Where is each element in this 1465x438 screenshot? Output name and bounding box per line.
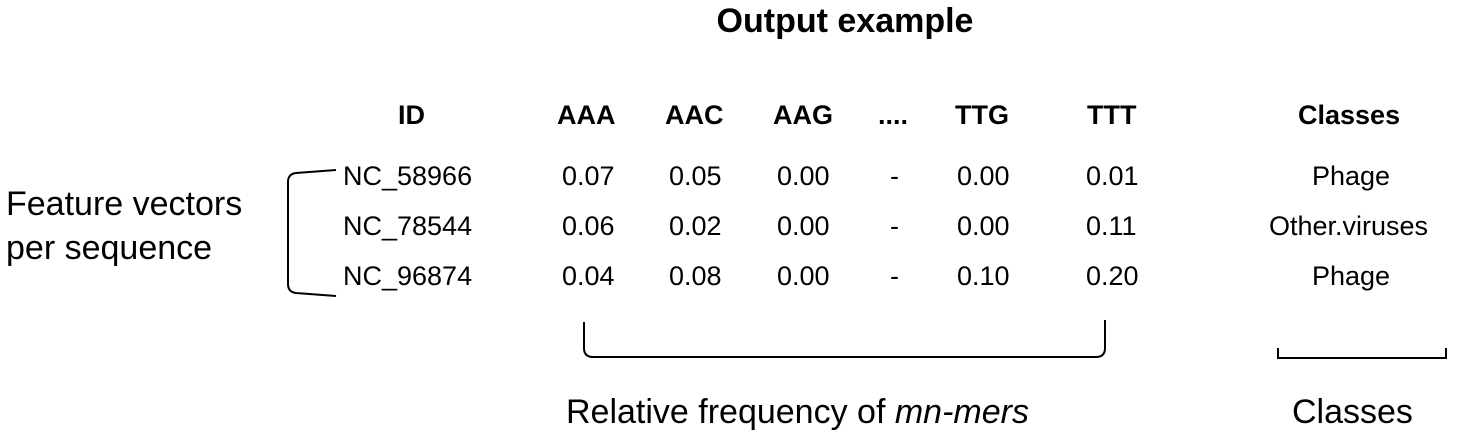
row-1-aac: 0.05: [669, 161, 722, 191]
diagram-title: Output example: [716, 2, 974, 40]
relative-frequency-label: Relative frequency of mn-mers: [566, 393, 1029, 432]
relative-frequency-prefix: Relative frequency of: [566, 393, 895, 431]
classes-bracket-label: Classes: [1292, 393, 1413, 431]
row-3-ellipsis: -: [890, 261, 899, 291]
row-2-aag: 0.00: [777, 211, 830, 241]
row-1-aag: 0.00: [777, 161, 830, 191]
row-1-id: NC_58966: [343, 161, 473, 191]
row-3-ttt: 0.20: [1086, 261, 1139, 291]
row-3-aag: 0.00: [777, 261, 830, 291]
row-1-class: Phage: [1312, 161, 1391, 191]
kmer-header-ellipsis: ....: [878, 100, 909, 130]
row-2-aac: 0.02: [669, 211, 722, 241]
row-3-aac: 0.08: [669, 261, 722, 291]
feature-vectors-label-line-2: per sequence: [6, 229, 213, 267]
row-3-aaa: 0.04: [562, 261, 615, 291]
kmer-header-aag: AAG: [773, 100, 833, 130]
row-3-id: NC_96874: [343, 261, 473, 291]
row-1-ttg: 0.00: [957, 161, 1010, 191]
row-1-aaa: 0.07: [562, 161, 615, 191]
row-2-ttt: 0.11: [1086, 211, 1137, 241]
row-2-ttg: 0.00: [957, 211, 1010, 241]
row-2-class: Other.viruses: [1269, 211, 1429, 241]
frequency-bracket: [583, 320, 1106, 358]
row-1-ttt: 0.01: [1086, 161, 1139, 191]
row-2-id: NC_78544: [343, 211, 473, 241]
classes-bracket: [1277, 348, 1447, 359]
id-column-header: ID: [398, 100, 425, 130]
row-2-ellipsis: -: [890, 211, 899, 241]
row-2-aaa: 0.06: [562, 211, 615, 241]
row-1-ellipsis: -: [890, 161, 899, 191]
kmer-header-aac: AAC: [665, 100, 724, 130]
row-3-class: Phage: [1312, 261, 1391, 291]
row-group-bracket: [287, 169, 337, 297]
mn-mers-term: mn-mers: [894, 393, 1029, 431]
row-3-ttg: 0.10: [957, 261, 1010, 291]
kmer-header-ttg: TTG: [955, 100, 1009, 130]
feature-vectors-label-line-1: Feature vectors: [6, 185, 243, 223]
kmer-header-ttt: TTT: [1087, 100, 1137, 130]
classes-column-header: Classes: [1298, 100, 1401, 130]
kmer-header-aaa: AAA: [557, 100, 616, 130]
